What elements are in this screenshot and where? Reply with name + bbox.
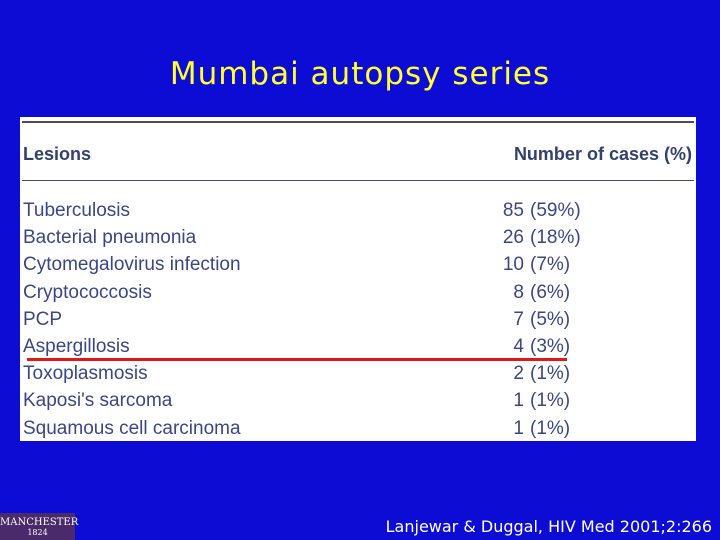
lesion-cell: Bacterial pneumonia	[23, 227, 197, 249]
lesion-cell: Kaposi's sarcoma	[23, 390, 173, 412]
count-cell: 10	[502, 254, 524, 276]
highlight-line	[27, 358, 567, 361]
count-cell: 26	[502, 227, 524, 249]
percent-cell: (5%)	[530, 308, 571, 330]
percent-cell: (7%)	[530, 254, 571, 276]
lesion-cell: Toxoplasmosis	[23, 363, 148, 385]
count-cell: 2	[513, 363, 524, 385]
percent-cell: (1%)	[530, 363, 571, 385]
table-row: Squamous cell carcinoma 1 (1%)	[20, 416, 696, 443]
slide-title: Mumbai autopsy series	[169, 56, 551, 92]
table-row: Bacterial pneumonia 26 (18%)	[20, 225, 696, 252]
lesion-cell: Tuberculosis	[23, 200, 131, 221]
count-cell: 8	[513, 281, 524, 303]
percent-cell: (6%)	[530, 281, 571, 303]
table-row: Tuberculosis 85 (59%)	[20, 198, 696, 225]
lesion-cell: Aspergillosis	[23, 336, 130, 357]
logo-text: 1824	[27, 528, 48, 537]
rule	[22, 121, 694, 123]
table-row: Cytomegalovirus infection 10 (7%)	[20, 252, 696, 279]
percent-cell: (1%)	[530, 390, 571, 412]
lesion-cell: Squamous cell carcinoma	[23, 417, 241, 439]
percent-cell: (18%)	[530, 227, 581, 249]
table-row: PCP 7 (5%)	[20, 307, 696, 334]
count-cell: 1	[513, 390, 524, 412]
count-cell: 4	[513, 336, 524, 357]
column-header: Number of cases (%)	[513, 144, 692, 164]
count-cell: 7	[513, 308, 524, 330]
percent-cell: (3%)	[530, 336, 571, 357]
table-row: Aspergillosis 4 (3%)	[20, 334, 696, 361]
lesion-cell: Cryptococcosis	[23, 281, 152, 303]
table-panel: Lesions Number of cases (%) Tuberculosis…	[20, 117, 696, 441]
citation: Lanjewar & Duggal, HIV Med 2001;2:266	[385, 517, 712, 536]
count-cell: 1	[513, 417, 524, 439]
column-header: Lesions	[23, 144, 92, 164]
rule	[22, 180, 694, 181]
table-row: Toxoplasmosis 2 (1%)	[20, 361, 696, 388]
percent-cell: (59%)	[530, 200, 581, 221]
count-cell: 85	[502, 200, 524, 221]
logo-text: MANCHESTER	[0, 517, 79, 528]
logo: MANCHESTER 1824	[0, 513, 79, 540]
percent-cell: (1%)	[530, 417, 571, 439]
table-row: Cryptococcosis 8 (6%)	[20, 280, 696, 307]
lesion-cell: Cytomegalovirus infection	[23, 254, 241, 276]
table-row: Kaposi's sarcoma 1 (1%)	[20, 388, 696, 415]
lesion-cell: PCP	[23, 308, 63, 330]
